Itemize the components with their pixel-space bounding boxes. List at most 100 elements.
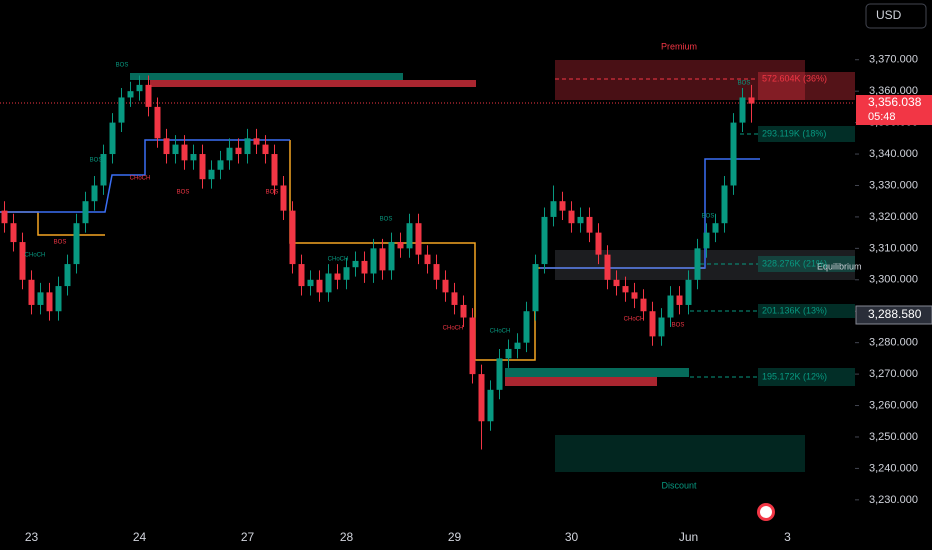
- candle-body: [370, 248, 377, 274]
- labels: Premium Discount Equilibrium 572.604K (3…: [25, 41, 862, 490]
- x-tick-label: 30: [565, 530, 579, 544]
- candle-body: [640, 298, 647, 312]
- candle-body: [109, 122, 116, 155]
- structure-label: CHoCH: [490, 329, 511, 335]
- profile-label: 328.276K (21%): [762, 258, 827, 268]
- structure-label: BOS: [177, 190, 190, 196]
- currency-button[interactable]: [865, 3, 927, 29]
- candle-body: [694, 248, 701, 280]
- candle-body: [100, 154, 107, 186]
- candle-body: [676, 295, 683, 305]
- candle-body: [19, 242, 26, 280]
- candle-body: [703, 232, 710, 249]
- candle-body: [37, 292, 44, 305]
- order-block: [505, 368, 689, 377]
- candle-body: [334, 273, 341, 280]
- candle-body: [244, 138, 251, 155]
- y-tick-label: 3,280.000: [869, 337, 918, 349]
- discount-label: Discount: [661, 480, 697, 490]
- candle-body: [280, 185, 287, 211]
- candle-body: [208, 169, 215, 180]
- candle-body: [73, 223, 80, 265]
- candle-body: [298, 264, 305, 287]
- premium-label: Premium: [661, 41, 697, 51]
- premium-zone: [555, 60, 805, 100]
- trend-line: [0, 139, 290, 213]
- structure-label: BOS: [380, 217, 393, 223]
- last-price-badge: [856, 95, 932, 125]
- y-tick-label: 3,260.000: [869, 399, 918, 411]
- candle-body: [181, 144, 188, 161]
- candle-body: [235, 147, 242, 155]
- event-flag-inner: [760, 506, 772, 518]
- profile-bar: [758, 126, 855, 142]
- x-tick-label: 23: [25, 530, 39, 544]
- candle-body: [325, 273, 332, 293]
- candle-body: [460, 304, 467, 318]
- candle-body: [712, 223, 719, 233]
- candle-body: [442, 279, 449, 293]
- candle-body: [172, 144, 179, 155]
- structure-label: BOS: [738, 81, 751, 87]
- structure-label: CHoCH: [328, 257, 349, 263]
- profile-bar: [758, 304, 855, 318]
- candle-body: [10, 223, 17, 243]
- countdown: 05:48: [868, 111, 896, 123]
- candle-body: [577, 216, 584, 224]
- candle-body: [361, 260, 368, 274]
- zones: [0, 60, 855, 472]
- candle-body: [154, 106, 161, 139]
- y-tick-label: 3,250.000: [869, 431, 918, 443]
- x-tick-label: 28: [340, 530, 354, 544]
- candle-body: [595, 232, 602, 255]
- candle-body: [1, 210, 8, 224]
- candle-body: [622, 286, 629, 293]
- candle-body: [118, 97, 125, 123]
- structure-label: CHoCH: [25, 253, 46, 259]
- currency-label[interactable]: USD: [876, 8, 902, 22]
- candle-body: [253, 138, 260, 145]
- candle-body: [352, 260, 359, 268]
- candle-body: [478, 374, 485, 422]
- y-tick-label: 3,360.000: [869, 85, 918, 97]
- order-block: [150, 80, 476, 87]
- candle-body: [226, 147, 233, 161]
- candle-body: [523, 311, 530, 343]
- y-tick-label: 3,330.000: [869, 179, 918, 191]
- candle-body: [730, 122, 737, 186]
- candle-body: [667, 295, 674, 318]
- candle-body: [604, 254, 611, 280]
- order-block: [130, 73, 403, 80]
- candle-body: [424, 254, 431, 265]
- candle-body: [649, 311, 656, 337]
- candle-body: [496, 358, 503, 390]
- marker-badge: [855, 305, 932, 325]
- profile-label: 195.172K (12%): [762, 371, 827, 381]
- y-tick-label: 3,240.000: [869, 462, 918, 474]
- candle-body: [685, 279, 692, 305]
- candle-body: [658, 317, 665, 337]
- structure-label: BOS: [54, 240, 67, 246]
- y-tick-label: 3,270.000: [869, 368, 918, 380]
- profile-label: 572.604K (36%): [762, 73, 827, 83]
- candle-body: [388, 242, 395, 271]
- candle-body: [64, 264, 71, 287]
- price-axis: 3,230.000 3,240.000 3,250.000 3,260.000 3,27…: [25, 54, 918, 545]
- profile-label: 201.136K (13%): [762, 305, 827, 315]
- structure-label: BOS: [90, 158, 103, 164]
- candle-body: [631, 292, 638, 299]
- badges: 3,356.038 05:48 3,288.580 USD: [757, 3, 932, 521]
- candle-body: [739, 97, 746, 123]
- candle-body: [550, 201, 557, 217]
- candle-body: [91, 185, 98, 202]
- x-tick-label: 29: [448, 530, 462, 544]
- discount-zone: [555, 435, 805, 472]
- candle-body: [271, 154, 278, 186]
- structure-label: CHoCH: [443, 326, 464, 332]
- candle-body: [379, 248, 386, 271]
- candle-body: [127, 91, 134, 98]
- structure-label: CHoCH: [624, 317, 645, 323]
- candle-body: [82, 201, 89, 224]
- candle-body: [316, 279, 323, 293]
